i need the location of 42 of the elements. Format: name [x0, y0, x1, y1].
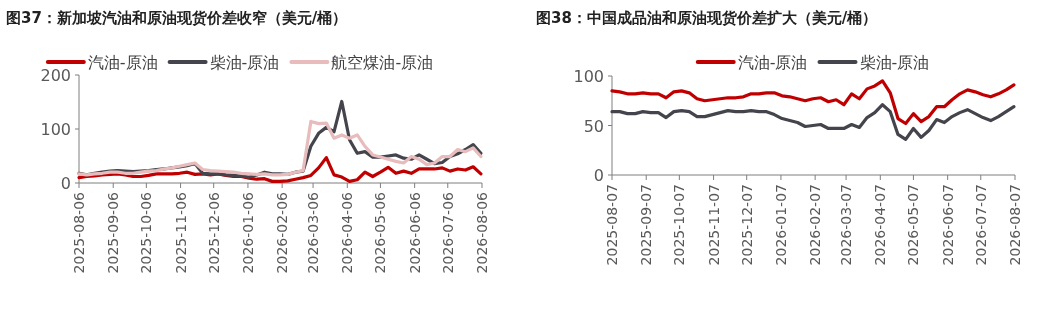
- line-series: [610, 79, 1016, 126]
- x-tick-label: 2025-10-06: [138, 191, 155, 274]
- x-tick-label: 2026-01-06: [239, 191, 256, 274]
- x-tick-label: 2025-10-07: [671, 184, 688, 266]
- y-tick-label: 50: [583, 116, 604, 136]
- x-tick-label: 2026-08-07: [1007, 184, 1023, 266]
- line-series: [77, 119, 483, 177]
- x-tick-label: 2025-08-07: [604, 184, 620, 266]
- x-tick-label: 2026-07-07: [972, 184, 989, 266]
- legend-label: 汽油-原油: [87, 53, 158, 72]
- x-tick-label: 2025-09-06: [105, 191, 122, 274]
- x-tick-label: 2025-09-07: [638, 184, 655, 266]
- chart-title: 图37：新加坡汽油和原油现货价差收窄（美元/桶）: [6, 9, 348, 27]
- x-tick-label: 2026-07-06: [439, 191, 456, 274]
- legend-label: 航空煤油-原油: [331, 53, 434, 72]
- legend-label: 柴油-原油: [209, 53, 280, 72]
- y-tick-label: 100: [573, 67, 604, 86]
- x-tick-label: 2026-04-07: [872, 184, 889, 266]
- x-tick-label: 2026-08-06: [474, 191, 490, 274]
- y-tick-label: 0: [60, 174, 71, 193]
- x-tick-label: 2025-11-07: [705, 184, 722, 266]
- x-tick-label: 2026-01-07: [772, 184, 789, 266]
- legend-label: 汽油-原油: [737, 53, 808, 72]
- x-tick-label: 2026-02-07: [807, 184, 824, 266]
- y-tick-label: 0: [593, 166, 604, 185]
- y-tick-label: 100: [40, 120, 71, 139]
- x-tick-label: 2026-06-07: [939, 184, 956, 266]
- x-tick-label: 2026-05-07: [905, 184, 922, 266]
- x-tick-label: 2026-03-06: [305, 191, 322, 274]
- line-series: [610, 103, 1016, 141]
- x-tick-label: 2025-11-06: [172, 191, 189, 274]
- x-tick-label: 2026-03-07: [838, 184, 855, 266]
- x-tick-label: 2026-04-06: [339, 191, 356, 274]
- x-tick-label: 2026-02-06: [274, 191, 291, 274]
- x-tick-label: 2025-08-06: [71, 191, 87, 274]
- x-tick-label: 2026-06-06: [406, 191, 423, 274]
- legend-label: 柴油-原油: [859, 53, 930, 72]
- chart-title: 图38：中国成品油和原油现货价差扩大（美元/桶）: [536, 9, 878, 27]
- x-tick-label: 2025-12-06: [205, 191, 222, 274]
- x-tick-label: 2025-12-07: [738, 184, 755, 266]
- y-tick-label: 200: [40, 66, 71, 85]
- x-tick-label: 2026-05-06: [372, 191, 389, 274]
